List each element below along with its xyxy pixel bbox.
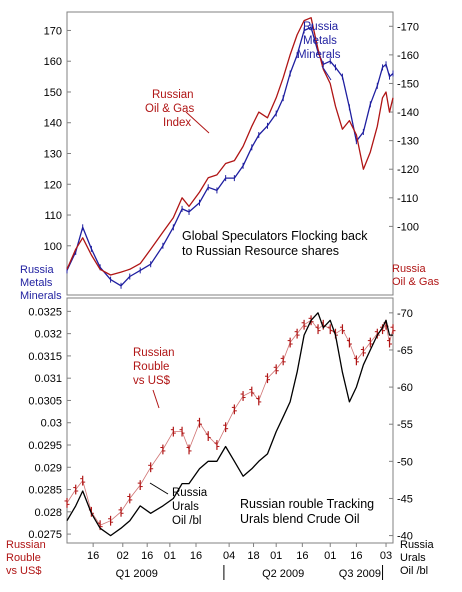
x-tick-label: 16	[296, 550, 308, 562]
anno-urals-line-1: Russia	[172, 487, 208, 499]
anno-rouble-line-1: Russian	[133, 347, 175, 359]
x-tick-label: 01	[270, 550, 282, 562]
bottom-left-label-line-3: vs US$	[6, 565, 41, 577]
bottom-left-tick-label: 0.0285	[28, 485, 62, 497]
anno-rouble-pointer	[152, 389, 160, 409]
top-right-label-line-2: Oil & Gas	[392, 276, 440, 288]
x-tick-label: 18	[247, 550, 259, 562]
x-quarter-label: Q3 2009	[339, 568, 381, 580]
anno-urals-pointer	[149, 482, 169, 495]
anno-oil-gas-line-1: Russian	[152, 89, 194, 101]
russia-urals-oil-bl-line	[66, 312, 393, 537]
x-tick-label: 01	[324, 550, 336, 562]
russian-rouble-vs-us-bar	[64, 498, 70, 508]
bottom-left-tick-label: 0.031	[34, 373, 62, 385]
top-right-tick-label: -170	[397, 21, 419, 33]
bottom-right-tick-label: -70	[397, 308, 413, 320]
bottom-right-label-line-1: Russia	[400, 539, 435, 551]
top-right-tick-label: -110	[397, 193, 418, 205]
bottom-left-tick-label: 0.0325	[28, 306, 62, 318]
x-tick-label: 01	[164, 550, 176, 562]
russian-rouble-vs-us-line	[66, 319, 394, 526]
bottom-right-tick-label: -40	[397, 531, 413, 543]
anno-oil-gas-line-3: Index	[163, 117, 191, 129]
top-series-group	[66, 17, 394, 289]
anno-metals-line-1: Russia	[303, 21, 339, 33]
x-quarter-label: Q1 2009	[116, 568, 158, 580]
top-title-line-2: to Russian Resource shares	[182, 244, 339, 258]
russian-oil-gas-index-line	[66, 17, 394, 276]
x-tick-label: 16	[141, 550, 153, 562]
bottom-left-tick-label: 0.0315	[28, 351, 62, 363]
top-left-label-line-2: Metals	[20, 277, 53, 289]
x-axis: 16 02 16 01 16 04 18 01 16 01 16 03 Q1 2009 Q2 2009 Q3…	[87, 543, 392, 580]
bottom-left-tick-label: 0.0295	[28, 440, 62, 452]
top-right-tick-label: -120	[397, 164, 419, 176]
top-title-line-1: Global Speculators Flocking back	[182, 229, 368, 243]
top-left-label-line-3: Minerals	[20, 290, 62, 302]
top-right-label-line-1: Russia	[392, 263, 427, 275]
bottom-left-label-line-1: Russian	[6, 539, 46, 551]
anno-metals-line-3: Minerals	[297, 49, 341, 61]
anno-urals-line-2: Urals	[172, 501, 199, 513]
top-left-tick-label: 110	[44, 210, 62, 222]
bottom-left-label-line-2: Rouble	[6, 552, 41, 564]
top-right-tick-label: -140	[397, 107, 419, 119]
bottom-right-tick-label: -50	[397, 456, 413, 468]
bottom-right-axis: -40 -45 -50 -55 -60 -65 -70	[389, 308, 413, 543]
top-left-axis: 100 110 120 130 140 150 160 170	[44, 25, 71, 253]
anno-oil-gas-line-2: Oil & Gas	[145, 103, 194, 115]
x-tick-label: 16	[87, 550, 99, 562]
top-right-tick-label: -100	[397, 221, 419, 233]
bottom-panel-frame	[66, 297, 394, 544]
anno-metals-line-2: Metals	[303, 35, 337, 47]
top-left-tick-label: 130	[44, 149, 62, 161]
anno-metals-pointer	[321, 65, 332, 81]
top-right-tick-label: -160	[397, 50, 419, 62]
russian-rouble-vs-us-bar	[390, 324, 396, 335]
top-right-axis: -100 -110 -120 -130 -140 -150 -160 -170	[389, 21, 419, 233]
top-left-tick-label: 140	[44, 118, 62, 130]
bottom-left-tick-label: 0.0305	[28, 395, 62, 407]
top-left-tick-label: 100	[44, 241, 62, 253]
bottom-title-line-1: Russian rouble Tracking	[240, 497, 374, 511]
bottom-series-group	[64, 312, 396, 537]
top-left-tick-label: 170	[44, 25, 62, 37]
bottom-right-tick-label: -45	[397, 493, 413, 505]
bottom-left-tick-label: 0.03	[41, 418, 62, 430]
bottom-right-label-line-2: Urals	[400, 552, 426, 564]
bottom-left-tick-label: 0.032	[34, 329, 62, 341]
bottom-left-axis: 0.0275 0.028 0.0285 0.029 0.0295 0.03 0.0305 0.…	[28, 306, 71, 541]
top-right-tick-label: -150	[397, 78, 419, 90]
bottom-right-tick-label: -60	[397, 382, 413, 394]
bottom-left-tick-label: 0.0275	[28, 529, 62, 541]
anno-urals-line-3: Oil /bl	[172, 515, 201, 527]
x-tick-label: 04	[223, 550, 235, 562]
anno-rouble-line-2: Rouble	[133, 361, 169, 373]
anno-rouble-line-3: vs US$	[133, 375, 171, 387]
top-left-label-line-1: Russia	[20, 264, 55, 276]
bottom-right-tick-label: -65	[397, 345, 413, 357]
bottom-right-tick-label: -55	[397, 419, 413, 431]
x-tick-label: 16	[190, 550, 202, 562]
x-tick-label: 03	[380, 550, 392, 562]
top-left-tick-label: 160	[44, 56, 62, 68]
bottom-title-line-2: Urals blend Crude Oil	[240, 512, 360, 526]
bottom-left-tick-label: 0.028	[34, 507, 62, 519]
x-quarter-label: Q2 2009	[262, 568, 304, 580]
anno-oil-gas-pointer	[185, 111, 210, 134]
bottom-right-label-line-3: Oil /bl	[400, 565, 428, 577]
bottom-left-tick-label: 0.029	[34, 462, 62, 474]
top-right-tick-label: -130	[397, 136, 419, 148]
top-left-tick-label: 150	[44, 87, 62, 99]
x-tick-label: 02	[117, 550, 129, 562]
x-tick-label: 16	[350, 550, 362, 562]
top-left-tick-label: 120	[44, 179, 62, 191]
